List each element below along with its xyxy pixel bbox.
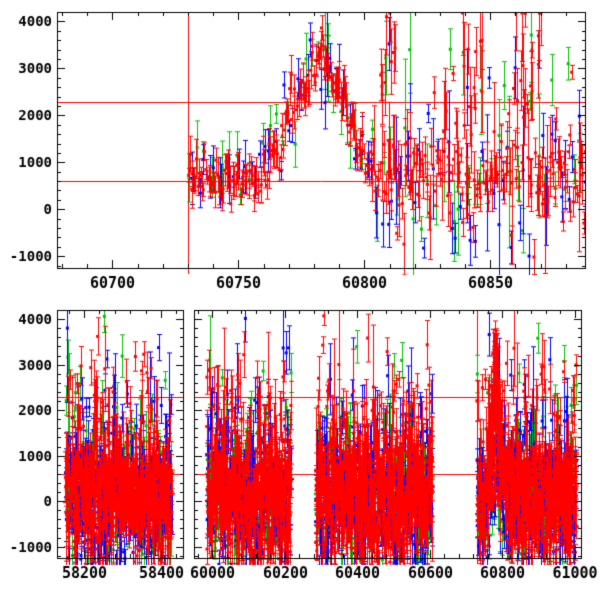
light-curve-canvas [0, 0, 600, 600]
two-panel-light-curve-figure [0, 0, 600, 600]
